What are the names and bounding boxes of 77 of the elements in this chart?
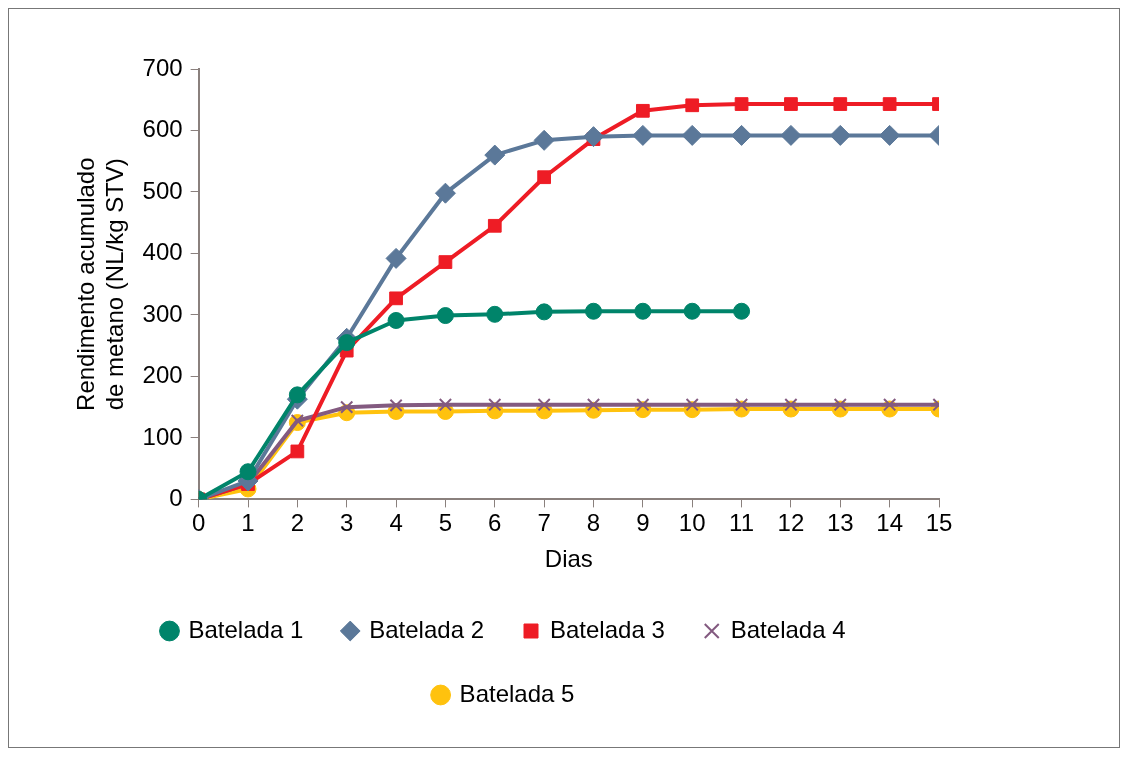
point xyxy=(879,124,901,146)
point xyxy=(288,386,306,404)
x-tick-label: 9 xyxy=(636,509,650,537)
point xyxy=(683,302,701,320)
point xyxy=(833,97,848,111)
point xyxy=(583,126,604,148)
point xyxy=(784,398,798,412)
x-tick-label: 11 xyxy=(729,509,755,537)
x-axis-title: Dias xyxy=(544,545,593,573)
y-tick-label: 700 xyxy=(142,53,183,81)
x-tick-label: 7 xyxy=(537,509,551,537)
y-tick-label: 100 xyxy=(142,422,183,450)
point xyxy=(784,97,798,111)
point xyxy=(438,398,453,412)
point xyxy=(484,144,506,166)
point xyxy=(537,170,552,185)
point xyxy=(734,398,749,412)
point xyxy=(290,444,305,459)
point xyxy=(533,129,555,151)
y-tick-label: 400 xyxy=(142,238,183,266)
x-tick-label: 2 xyxy=(290,509,305,537)
point xyxy=(290,414,305,428)
x-tick-label: 8 xyxy=(586,509,601,537)
y-tick-label: 300 xyxy=(142,299,183,327)
legend-label: Batelada 2 xyxy=(369,615,484,643)
point xyxy=(338,334,356,352)
point xyxy=(340,400,354,414)
point xyxy=(632,124,654,146)
point xyxy=(586,398,601,412)
point xyxy=(733,302,751,320)
point xyxy=(486,305,504,323)
point xyxy=(385,247,407,269)
point xyxy=(438,255,453,269)
point xyxy=(731,124,753,146)
point xyxy=(636,398,650,412)
point xyxy=(829,124,851,146)
legend-label: Batelada 5 xyxy=(459,679,575,707)
point xyxy=(685,398,699,412)
point xyxy=(734,97,749,111)
point xyxy=(780,124,802,146)
point xyxy=(585,302,602,320)
y-tick-label: 200 xyxy=(142,361,183,389)
point xyxy=(535,303,553,321)
x-tick-label: 3 xyxy=(340,509,354,537)
y-tick-label: 600 xyxy=(142,115,183,143)
point xyxy=(434,182,456,204)
x-tick-label: 4 xyxy=(389,509,403,537)
x-tick-label: 10 xyxy=(678,509,706,537)
y-axis-title: Rendimento acumulado de metano (NL/kg STV) xyxy=(72,157,128,411)
x-tick-label: 1 xyxy=(241,509,255,537)
point xyxy=(436,307,454,325)
point xyxy=(634,302,652,320)
x-tick-label: 14 xyxy=(876,509,903,537)
x-tick-label: 15 xyxy=(925,509,953,537)
y-tick-label: 500 xyxy=(142,176,183,204)
point xyxy=(488,398,502,412)
point xyxy=(635,103,650,118)
legend-label: Batelada 1 xyxy=(188,615,304,643)
point xyxy=(239,463,257,481)
point xyxy=(389,398,403,412)
legend-label: Batelada 4 xyxy=(730,615,846,643)
point xyxy=(387,311,405,329)
x-tick-label: 6 xyxy=(488,509,502,537)
y-tick-label: 0 xyxy=(169,484,183,512)
legend-label: Batelada 3 xyxy=(550,615,665,643)
point xyxy=(389,291,403,306)
x-tick-label: 5 xyxy=(438,509,453,537)
x-tick-label: 12 xyxy=(777,509,805,537)
x-tick-label: 0 xyxy=(191,509,206,537)
point xyxy=(681,124,703,146)
x-tick-label: 13 xyxy=(826,509,854,537)
point xyxy=(487,218,502,233)
point xyxy=(833,398,847,412)
point xyxy=(882,97,897,111)
point xyxy=(685,98,700,113)
point xyxy=(882,398,897,412)
point xyxy=(537,398,551,412)
